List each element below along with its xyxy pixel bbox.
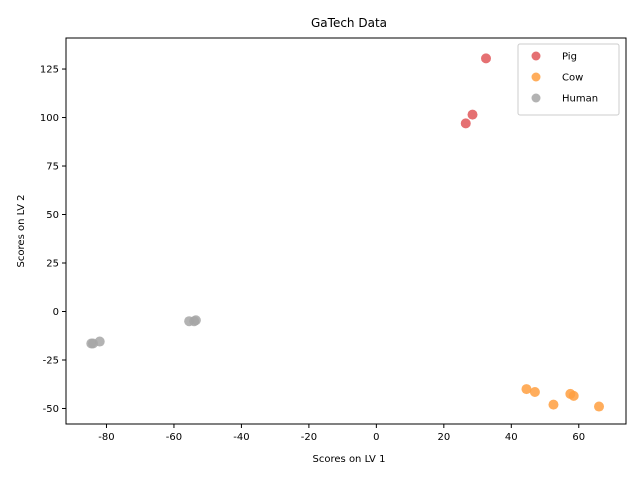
data-point-cow-6: [594, 401, 605, 412]
plot-area-frame: [65, 37, 627, 425]
legend-label-cow: Cow: [562, 73, 583, 84]
y-tick-label: 50: [46, 210, 59, 221]
points-layer: [86, 53, 605, 412]
data-point-human-3: [184, 316, 195, 327]
y-tick-label: 125: [40, 65, 59, 76]
data-point-pig-1: [481, 53, 491, 64]
chart-title: GaTech Data: [311, 16, 387, 30]
y-axis: -50 -25 0 25 50 75 100 125: [40, 65, 66, 415]
data-point-cow-1: [521, 384, 532, 395]
y-tick-label: 25: [46, 259, 59, 270]
x-tick-label: -40: [233, 432, 249, 443]
x-tick-label: -20: [301, 432, 317, 443]
data-point-cow-2: [529, 386, 540, 397]
y-axis-label: Scores on LV 2: [16, 195, 27, 268]
legend-label-human: Human: [562, 94, 598, 105]
x-tick-label: 40: [505, 432, 518, 443]
x-tick-label: 0: [373, 432, 379, 443]
legend-marker-pig: [531, 51, 541, 61]
x-tick-label: -60: [166, 432, 182, 443]
y-tick-label: 75: [46, 162, 59, 173]
data-point-cow-4: [568, 390, 579, 401]
data-point-pig-3: [460, 118, 471, 129]
legend-marker-human: [531, 93, 541, 103]
x-axis: -80 -60 -40 -20 0 20 40 60: [98, 424, 585, 443]
x-tick-label: -80: [98, 432, 114, 443]
x-tick-label: 60: [572, 432, 585, 443]
x-axis-label: Scores on LV 1: [313, 454, 386, 465]
x-tick-label: 20: [437, 432, 450, 443]
data-point-cow-5: [548, 399, 559, 410]
legend-marker-cow: [531, 72, 541, 82]
data-point-pig-2: [467, 109, 478, 120]
legend-box: [517, 43, 620, 116]
y-tick-label: 100: [40, 113, 59, 124]
data-point-human-6: [86, 338, 97, 349]
y-tick-label: -50: [43, 404, 59, 415]
y-tick-label: -25: [43, 355, 59, 366]
y-tick-label: 0: [53, 307, 59, 318]
legend: Pig Cow Human: [517, 43, 620, 116]
legend-label-pig: Pig: [562, 52, 577, 63]
